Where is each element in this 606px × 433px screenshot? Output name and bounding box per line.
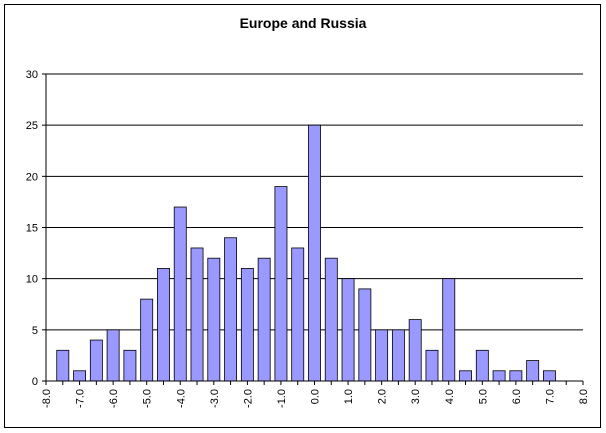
bar (190, 247, 204, 382)
x-tick-label: -1.0 (276, 389, 288, 408)
bar (358, 288, 372, 382)
bar (509, 370, 523, 382)
x-tick-label: -3.0 (209, 389, 221, 408)
x-tick-label: 4.0 (444, 389, 456, 404)
bar (442, 278, 456, 382)
x-tick-label: -6.0 (108, 389, 120, 408)
x-tick-labels: -8.0 -7.0 -6.0 -5.0 -4.0 -3.0 -2.0 -1.0 0.0 1.0 2.… (41, 389, 590, 408)
bar (308, 124, 321, 382)
x-tick-label: 1.0 (343, 389, 355, 404)
bar (56, 349, 70, 382)
bar (89, 339, 103, 382)
bar (224, 237, 238, 382)
bar (157, 268, 170, 382)
bar (274, 186, 288, 382)
y-tick-labels: 0 5 10 15 20 25 30 (26, 69, 38, 388)
chart-title: Europe and Russia (239, 15, 367, 31)
bar (207, 257, 221, 382)
bar (543, 370, 556, 382)
bar (341, 278, 355, 382)
bar (106, 329, 120, 382)
bar (173, 206, 187, 382)
bar (526, 360, 540, 382)
y-tick-label: 0 (32, 376, 38, 388)
bar (140, 298, 154, 382)
x-tick-label: 8.0 (578, 389, 590, 404)
x-tick-label: -2.0 (242, 389, 254, 408)
axes (42, 73, 584, 385)
bar (425, 349, 439, 382)
bar (123, 349, 137, 382)
bar (391, 329, 405, 382)
x-tick-label: -7.0 (75, 389, 87, 408)
y-tick-label: 25 (26, 120, 38, 132)
bars (56, 124, 556, 382)
bar (492, 370, 506, 382)
y-tick-label: 15 (26, 223, 38, 235)
bar (475, 349, 489, 382)
bar (324, 257, 338, 382)
bar (459, 370, 472, 382)
x-tick-label: 5.0 (477, 389, 489, 404)
bar (240, 268, 254, 382)
y-tick-label: 10 (26, 274, 38, 286)
x-tick-label: -5.0 (142, 389, 154, 408)
y-tick-label: 20 (26, 171, 38, 183)
bar (291, 247, 305, 382)
x-tick-label: 7.0 (544, 389, 556, 404)
y-tick-label: 30 (26, 69, 38, 81)
x-tick-label: 3.0 (410, 389, 422, 404)
x-tick-label: 0.0 (310, 389, 322, 404)
x-tick-label: -8.0 (41, 389, 53, 408)
x-tick-label: 2.0 (377, 389, 389, 404)
bar (408, 319, 422, 382)
bar (73, 370, 86, 382)
x-tick-label: -4.0 (175, 389, 187, 408)
bar (375, 329, 389, 382)
x-tick-label: 6.0 (511, 389, 523, 404)
bar (257, 257, 271, 382)
y-tick-label: 5 (32, 325, 38, 337)
